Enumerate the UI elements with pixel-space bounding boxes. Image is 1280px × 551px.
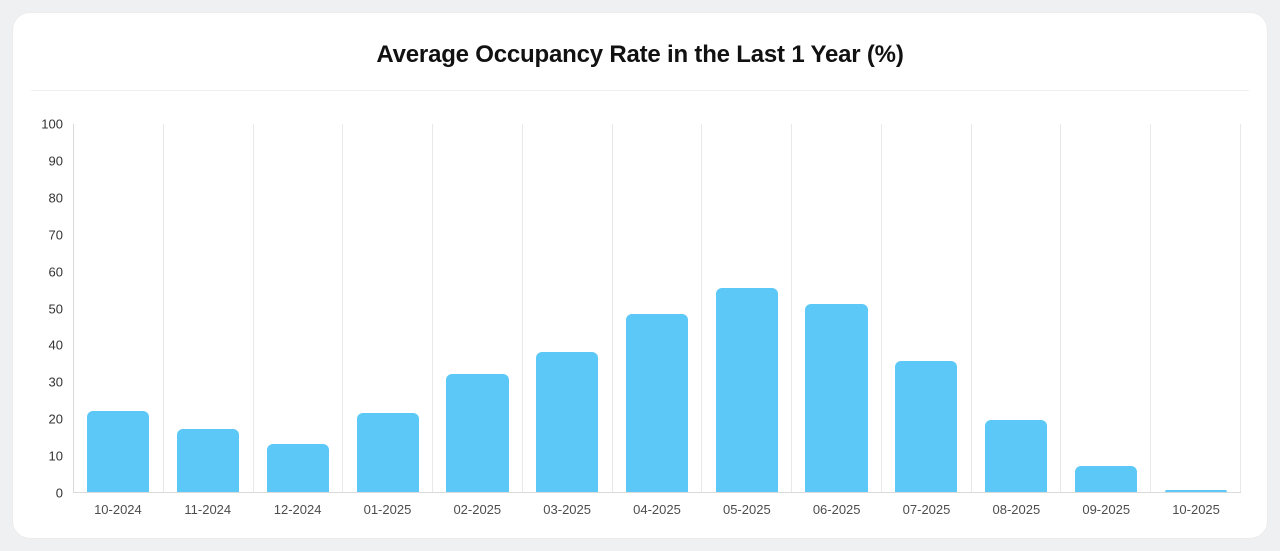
- bar-11-2024[interactable]: [177, 429, 240, 492]
- y-tick-label: 20: [48, 411, 63, 427]
- grid-column: [254, 124, 344, 492]
- y-tick-label: 40: [48, 337, 63, 353]
- grid-column: [74, 124, 164, 492]
- bar-09-2025[interactable]: [1074, 466, 1137, 492]
- grid-column: [972, 124, 1062, 492]
- bar-07-2025[interactable]: [895, 361, 958, 492]
- grid-column: [1061, 124, 1152, 492]
- bar-01-2025[interactable]: [356, 412, 419, 492]
- x-tick-label: 10-2025: [1172, 502, 1220, 517]
- x-tick-label: 04-2025: [633, 502, 681, 517]
- y-tick-label: 10: [48, 448, 63, 464]
- grid-column: [613, 124, 703, 492]
- grid-column: [702, 124, 793, 492]
- grid-column: [164, 124, 254, 492]
- y-tick-label: 50: [48, 301, 63, 316]
- y-tick-label: 90: [48, 153, 63, 169]
- x-tick-label: 09-2025: [1082, 502, 1131, 517]
- bar-05-2025[interactable]: [715, 287, 778, 492]
- y-tick-label: 0: [55, 485, 63, 501]
- x-tick-label: 01-2025: [363, 502, 412, 517]
- x-tick-label: 02-2025: [453, 502, 502, 517]
- bar-04-2025[interactable]: [625, 313, 689, 492]
- chart-area: 0 10 20 30 40 50 60 70 80 90 100: [13, 91, 1267, 500]
- bar-02-2025[interactable]: [446, 374, 509, 492]
- x-tick-label: 03-2025: [543, 502, 591, 517]
- x-tick-label: 11-2024: [184, 502, 232, 517]
- grid-column: [433, 124, 523, 492]
- x-axis-labels: 10-2024 11-2024 12-2024 01-2025 02-2025 03-20…: [13, 493, 1267, 517]
- grid-column: [1151, 124, 1241, 492]
- bar-10-2025[interactable]: [1164, 490, 1227, 492]
- y-tick-label: 30: [48, 374, 63, 390]
- x-tick-label: 06-2025: [812, 502, 861, 517]
- grid-column: [792, 124, 882, 492]
- chart-title: Average Occupancy Rate in the Last 1 Yea…: [376, 41, 904, 68]
- title-divider: [31, 90, 1249, 91]
- grid-column: [882, 124, 972, 492]
- chart-card: Average Occupancy Rate in the Last 1 Yea…: [12, 12, 1268, 539]
- bar-06-2025[interactable]: [805, 304, 868, 492]
- x-tick-label: 07-2025: [902, 502, 951, 517]
- grid-column: [523, 124, 613, 492]
- y-tick-label: 100: [41, 116, 63, 132]
- x-tick-label: 12-2024: [273, 502, 322, 517]
- bar-12-2024[interactable]: [266, 444, 329, 492]
- y-axis: 0 10 20 30 40 50 60 70 80 90 100: [27, 118, 73, 500]
- bar-10-2024[interactable]: [87, 411, 150, 492]
- y-tick-label: 70: [48, 227, 63, 243]
- x-tick-label: 05-2025: [722, 502, 771, 517]
- y-tick-label: 80: [48, 190, 63, 206]
- x-tick-label: 08-2025: [992, 502, 1041, 517]
- plot-area: [73, 124, 1241, 493]
- bar-03-2025[interactable]: [536, 352, 599, 492]
- x-tick-label: 10-2024: [94, 502, 142, 517]
- y-tick-label: 60: [48, 264, 63, 280]
- grid-column: [343, 124, 434, 492]
- bar-08-2025[interactable]: [984, 420, 1048, 492]
